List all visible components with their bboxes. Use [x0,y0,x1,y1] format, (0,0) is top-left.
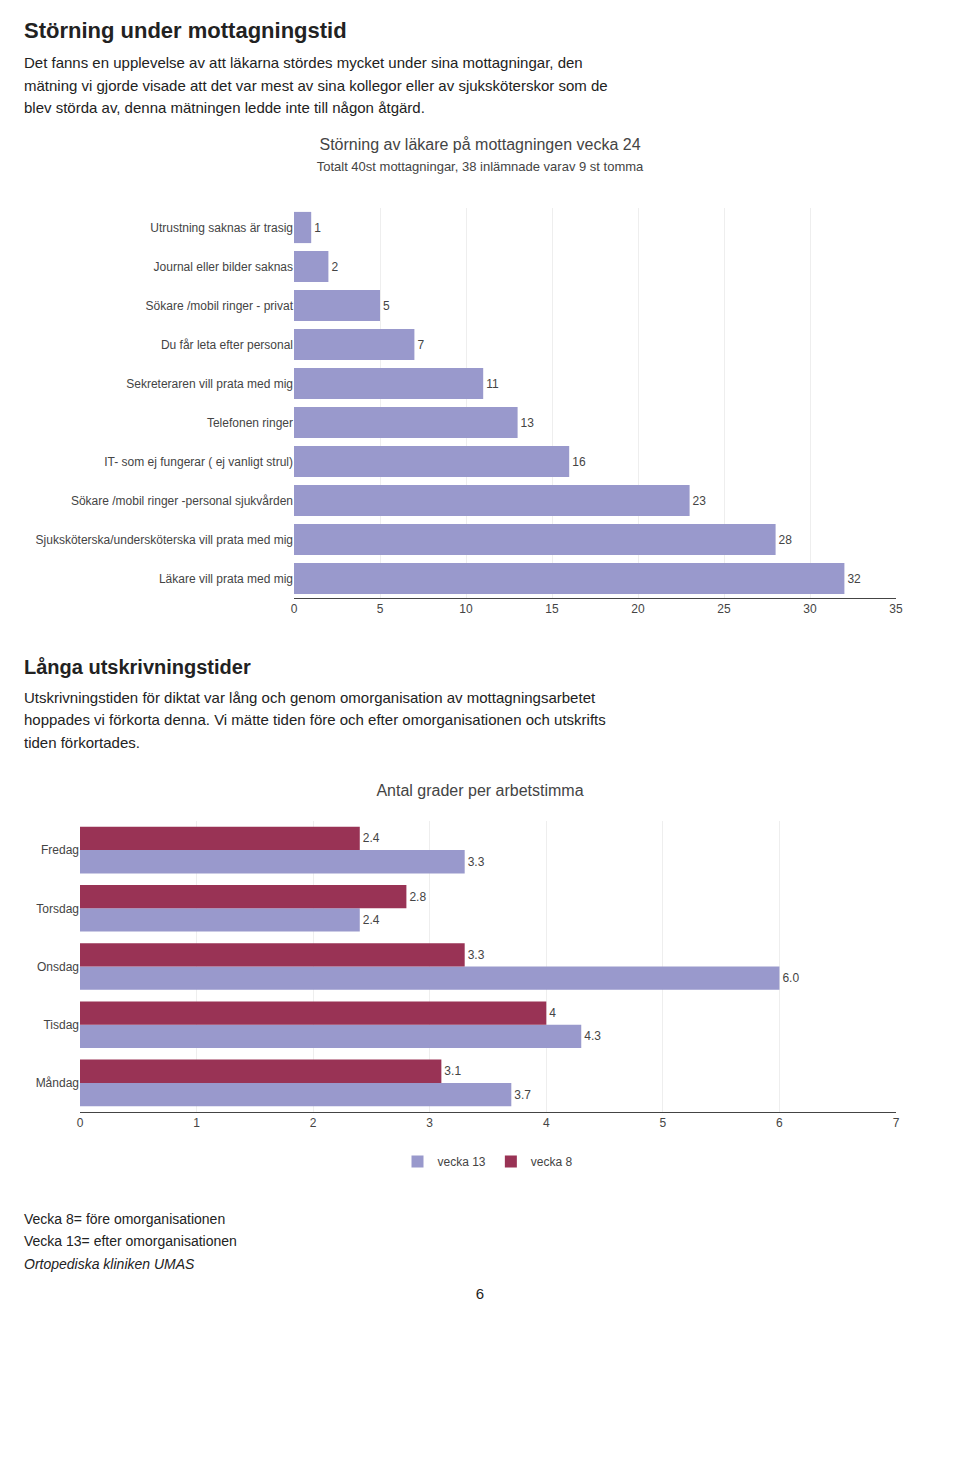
svg-text:Måndag: Måndag [36,1076,79,1090]
svg-text:vecka 8: vecka 8 [531,1155,573,1169]
svg-text:16: 16 [572,454,586,468]
svg-text:0: 0 [77,1116,84,1130]
svg-text:6.0: 6.0 [782,971,799,985]
svg-text:7: 7 [417,337,424,351]
svg-text:3.7: 3.7 [514,1088,531,1102]
html-text:Störning under mottagningstid: Störning under mottagningstid [24,18,347,43]
svg-text:15: 15 [545,602,559,616]
svg-text:32: 32 [847,571,861,585]
svg-text:4: 4 [543,1116,550,1130]
svg-text:Tisdag: Tisdag [43,1018,79,1032]
svg-text:Antal grader per arbetstimma: Antal grader per arbetstimma [376,782,583,799]
svg-text:Journal eller bilder saknas: Journal eller bilder saknas [154,259,293,273]
svg-text:Onsdag: Onsdag [37,960,79,974]
svg-text:Fredag: Fredag [41,843,79,857]
svg-text:1: 1 [314,220,321,234]
svg-text:IT- som ej fungerar ( ej vanli: IT- som ej fungerar ( ej vanligt strul) [104,454,293,468]
svg-text:Du får leta efter personal: Du får leta efter personal [161,337,293,351]
svg-text:2: 2 [331,259,338,273]
svg-text:Sökare /mobil ringer -personal: Sökare /mobil ringer -personal sjukvårde… [71,493,293,507]
html-text:Långa utskrivningstider: Långa utskrivningstider [24,655,251,678]
svg-text:Sökare /mobil ringer - privat: Sökare /mobil ringer - privat [146,298,294,312]
svg-text:Sjuksköterska/undersköterska v: Sjuksköterska/undersköterska vill prata … [36,532,293,546]
svg-text:25: 25 [717,602,731,616]
svg-text:3: 3 [426,1116,433,1130]
svg-text:4: 4 [549,1006,556,1020]
svg-text:3.3: 3.3 [468,855,485,869]
svg-text:4.3: 4.3 [584,1029,601,1043]
svg-text:Sekreteraren vill prata med mi: Sekreteraren vill prata med mig [126,376,293,390]
svg-text:Torsdag: Torsdag [36,902,79,916]
svg-text:20: 20 [631,602,645,616]
html-text:Det fanns en upplevelse av att: Det fanns en upplevelse av att läkarna s… [24,54,608,116]
svg-text:2: 2 [310,1116,317,1130]
svg-text:30: 30 [803,602,817,616]
html-text:6: 6 [475,1285,485,1303]
svg-text:10: 10 [459,602,473,616]
html-text:Ortopediska kliniken UMAS: Ortopediska kliniken UMAS [24,1255,195,1272]
svg-text:13: 13 [521,415,535,429]
svg-text:vecka 13: vecka 13 [438,1155,486,1169]
svg-text:Läkare vill prata med mig: Läkare vill prata med mig [159,571,293,585]
svg-text:3.1: 3.1 [444,1064,461,1078]
svg-text:3.3: 3.3 [468,948,485,962]
html-text:Vecka 13= efter omorganisation: Vecka 13= efter omorganisationen [24,1233,237,1250]
svg-text:Störning av läkare på mottagni: Störning av läkare på mottagningen vecka… [317,136,644,174]
svg-text:35: 35 [889,602,903,616]
svg-text:5: 5 [377,602,384,616]
svg-text:23: 23 [693,493,707,507]
svg-text:7: 7 [893,1116,900,1130]
svg-text:5: 5 [660,1116,667,1130]
html-text:Vecka 8= före omorganisationen: Vecka 8= före omorganisationen [24,1211,226,1227]
svg-text:1: 1 [193,1116,200,1130]
svg-text:5: 5 [383,298,390,312]
svg-text:11: 11 [486,376,499,390]
svg-text:28: 28 [779,532,793,546]
svg-text:2.8: 2.8 [409,890,426,904]
svg-text:2.4: 2.4 [363,913,380,927]
svg-text:6: 6 [776,1116,783,1130]
svg-text:0: 0 [291,602,298,616]
svg-text:Telefonen ringer: Telefonen ringer [207,415,293,429]
svg-text:Utrustning saknas är trasig: Utrustning saknas är trasig [150,220,293,234]
svg-text:2.4: 2.4 [363,831,380,845]
html-text:Utskrivningstiden för diktat v: Utskrivningstiden för diktat var lång oc… [24,688,606,751]
